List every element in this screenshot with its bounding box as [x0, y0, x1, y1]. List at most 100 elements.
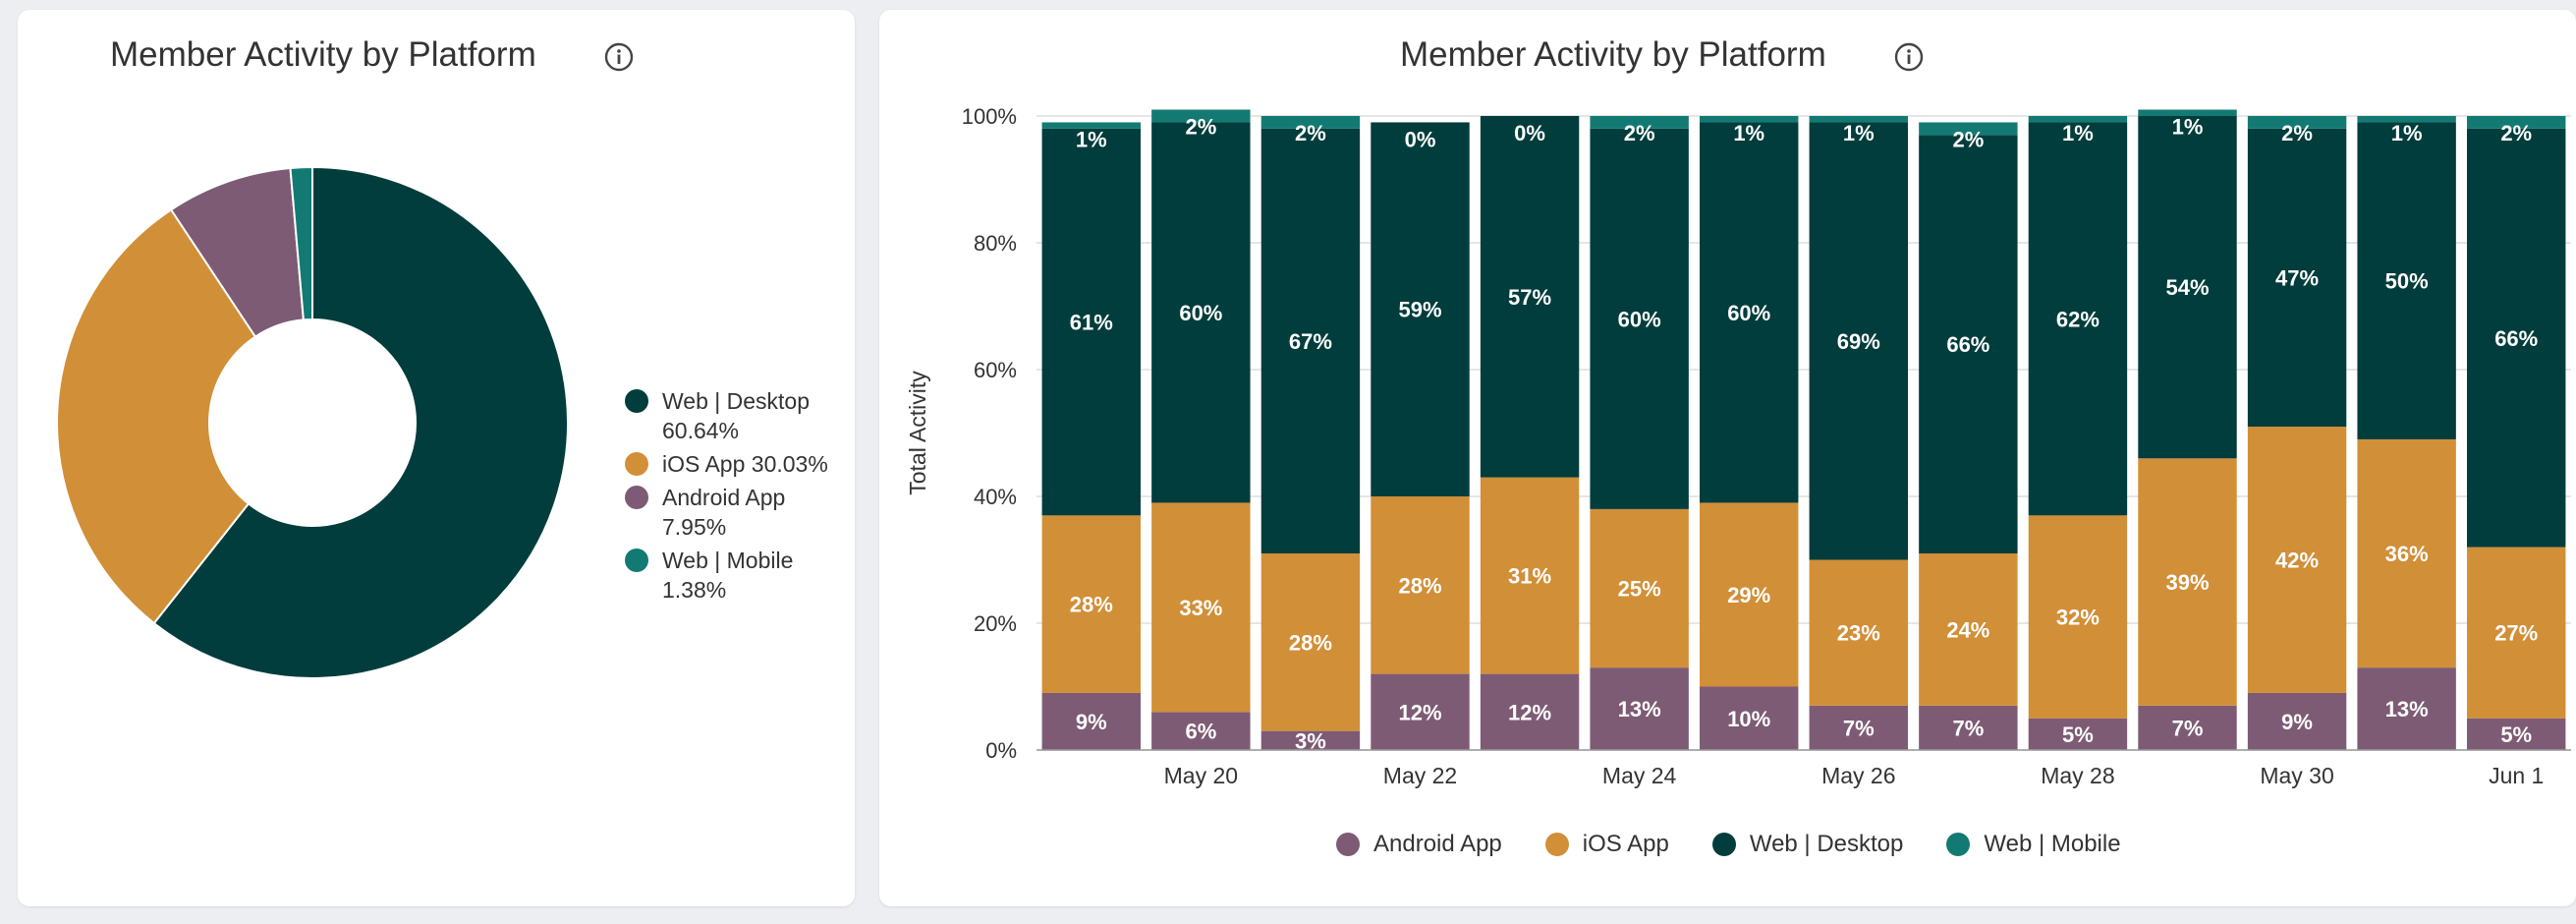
legend-item-web-mobile[interactable]: Web | Mobile 1.38%	[625, 546, 839, 605]
bar-segment-web-desktop[interactable]	[1919, 135, 2018, 554]
bar-segment-ios-app[interactable]	[1371, 496, 1470, 674]
bar-segment-web-desktop[interactable]	[1371, 122, 1470, 496]
bar-segment-ios-app[interactable]	[1041, 515, 1141, 693]
bar-segment-ios-app[interactable]	[1260, 553, 1361, 731]
data-label-web-desktop: 59%	[1398, 298, 1441, 322]
legend-item-ios-app[interactable]: iOS App 30.03%	[625, 449, 839, 479]
bar-segment-web-mobile[interactable]	[1151, 109, 1251, 123]
bar-segment-android-app[interactable]	[2357, 667, 2456, 750]
data-label-web-mobile: 1%	[2172, 115, 2204, 140]
x-tick-label: Jun 1	[2489, 763, 2544, 788]
bar-segment-web-desktop[interactable]	[2028, 122, 2128, 516]
bar-segment-web-desktop[interactable]	[2357, 122, 2456, 439]
bar-segment-ios-app[interactable]	[1480, 477, 1580, 674]
bar-segment-web-desktop[interactable]	[1809, 122, 1908, 560]
pie-legend: Web | Desktop 60.64% iOS App 30.03% Andr…	[625, 386, 839, 608]
bar-segment-android-app[interactable]	[1260, 730, 1361, 750]
bar-segment-android-app[interactable]	[1919, 705, 2018, 750]
bar-segment-web-mobile[interactable]	[2467, 116, 2566, 129]
bar-segment-web-mobile[interactable]	[1919, 122, 2018, 136]
bar-segment-ios-app[interactable]	[1151, 502, 1251, 713]
bar-chart-card: Member Activity by Platform 0% 20% 40% 60% 8…	[879, 10, 2576, 906]
legend-item-web-mobile[interactable]: Web | Mobile	[1946, 831, 2121, 858]
bar-segment-web-mobile[interactable]	[1809, 116, 1908, 123]
bar-segment-android-app[interactable]	[1151, 712, 1251, 750]
data-label-ios-app: 39%	[2165, 570, 2209, 595]
data-label-web-desktop: 60%	[1179, 301, 1222, 325]
bar-segment-web-desktop[interactable]	[1480, 116, 1580, 478]
bar-segment-web-mobile[interactable]	[2028, 116, 2128, 123]
bar-segment-android-app[interactable]	[2247, 692, 2347, 750]
pie-slice-web-mobile[interactable]	[289, 165, 313, 321]
data-label-android-app: 6%	[1185, 720, 1216, 744]
pie-slice-web-desktop[interactable]	[152, 165, 569, 679]
bar-segment-web-desktop[interactable]	[1041, 128, 1141, 516]
bar-segment-android-app[interactable]	[2138, 705, 2237, 750]
legend-swatch-web-mobile	[1946, 833, 1971, 856]
legend-swatch-android-app	[1336, 833, 1360, 856]
y-axis-title: Total Activity	[905, 371, 930, 495]
data-label-web-desktop: 60%	[1618, 307, 1661, 331]
bar-segment-android-app[interactable]	[2467, 718, 2566, 750]
data-label-android-app: 3%	[1295, 728, 1326, 753]
bar-segment-web-mobile[interactable]	[1260, 116, 1361, 129]
data-label-web-mobile: 1%	[2391, 121, 2423, 145]
y-tick-label: 60%	[974, 358, 1017, 382]
bar-segment-ios-app[interactable]	[1919, 553, 2018, 706]
bar-segment-web-mobile[interactable]	[2247, 116, 2347, 129]
bar-segment-android-app[interactable]	[2028, 718, 2128, 750]
pie-slice-ios-app[interactable]	[56, 208, 257, 625]
bar-segment-web-desktop[interactable]	[1590, 128, 1689, 509]
legend-label-web-desktop: Web | Desktop	[1749, 831, 1904, 857]
legend-item-web-desktop[interactable]: Web | Desktop 60.64%	[625, 386, 839, 445]
legend-item-android-app[interactable]: Android App	[1336, 831, 1502, 858]
data-label-android-app: 12%	[1508, 700, 1551, 724]
x-tick-label: May 28	[2041, 763, 2114, 788]
pie-chart-card: Member Activity by Platform Web | Deskto…	[18, 10, 855, 906]
data-label-web-desktop: 57%	[1508, 285, 1551, 310]
bar-segment-web-desktop[interactable]	[2467, 128, 2566, 548]
bar-segment-web-desktop[interactable]	[2138, 116, 2237, 459]
bar-segment-android-app[interactable]	[1590, 667, 1689, 750]
bar-segment-web-desktop[interactable]	[2247, 128, 2347, 428]
bar-segment-android-app[interactable]	[1041, 692, 1141, 750]
bar-segment-ios-app[interactable]	[2247, 427, 2347, 693]
bar-segment-android-app[interactable]	[1809, 705, 1908, 750]
legend-item-ios-app[interactable]: iOS App	[1544, 831, 1669, 858]
bar-segment-ios-app[interactable]	[2138, 458, 2237, 706]
y-tick-label: 100%	[962, 104, 1017, 129]
data-label-web-desktop: 69%	[1837, 329, 1880, 354]
info-icon[interactable]	[1892, 40, 1926, 74]
bar-segment-android-app[interactable]	[1371, 673, 1470, 750]
bar-segment-web-desktop[interactable]	[1260, 128, 1361, 554]
data-label-web-desktop: 66%	[1946, 332, 1989, 357]
bar-segment-ios-app[interactable]	[2357, 438, 2456, 668]
bar-segment-web-mobile[interactable]	[1041, 122, 1141, 129]
bar-segment-ios-app[interactable]	[1700, 502, 1799, 687]
data-label-web-mobile: 1%	[1076, 127, 1107, 151]
legend-item-android-app[interactable]: Android App 7.95%	[625, 483, 839, 542]
data-label-ios-app: 42%	[2275, 549, 2319, 573]
data-label-android-app: 9%	[2281, 710, 2313, 734]
data-label-ios-app: 28%	[1398, 573, 1441, 598]
bar-chart-title: Member Activity by Platform	[1400, 35, 1826, 74]
pie-chart-title: Member Activity by Platform	[110, 35, 536, 74]
bar-segment-web-mobile[interactable]	[1590, 116, 1689, 129]
bar-segment-web-desktop[interactable]	[1151, 122, 1251, 503]
bar-segment-ios-app[interactable]	[2028, 515, 2128, 719]
legend-item-web-desktop[interactable]: Web | Desktop	[1711, 831, 1904, 858]
data-label-ios-app: 32%	[2056, 606, 2100, 630]
bar-segment-ios-app[interactable]	[1809, 559, 1908, 706]
bar-segment-web-mobile[interactable]	[2357, 116, 2456, 123]
data-label-web-mobile: 1%	[2062, 121, 2094, 145]
bar-segment-web-mobile[interactable]	[1700, 116, 1799, 123]
bar-segment-ios-app[interactable]	[2467, 547, 2566, 719]
x-tick-label: May 26	[1821, 763, 1895, 788]
bar-segment-android-app[interactable]	[1700, 686, 1799, 751]
bar-segment-ios-app[interactable]	[1590, 508, 1689, 668]
info-icon[interactable]	[602, 40, 636, 74]
bar-segment-android-app[interactable]	[1480, 673, 1580, 750]
bar-segment-web-mobile[interactable]	[2138, 109, 2237, 116]
bar-segment-web-desktop[interactable]	[1700, 122, 1799, 503]
legend-label-ios-app: iOS App	[1582, 831, 1669, 857]
